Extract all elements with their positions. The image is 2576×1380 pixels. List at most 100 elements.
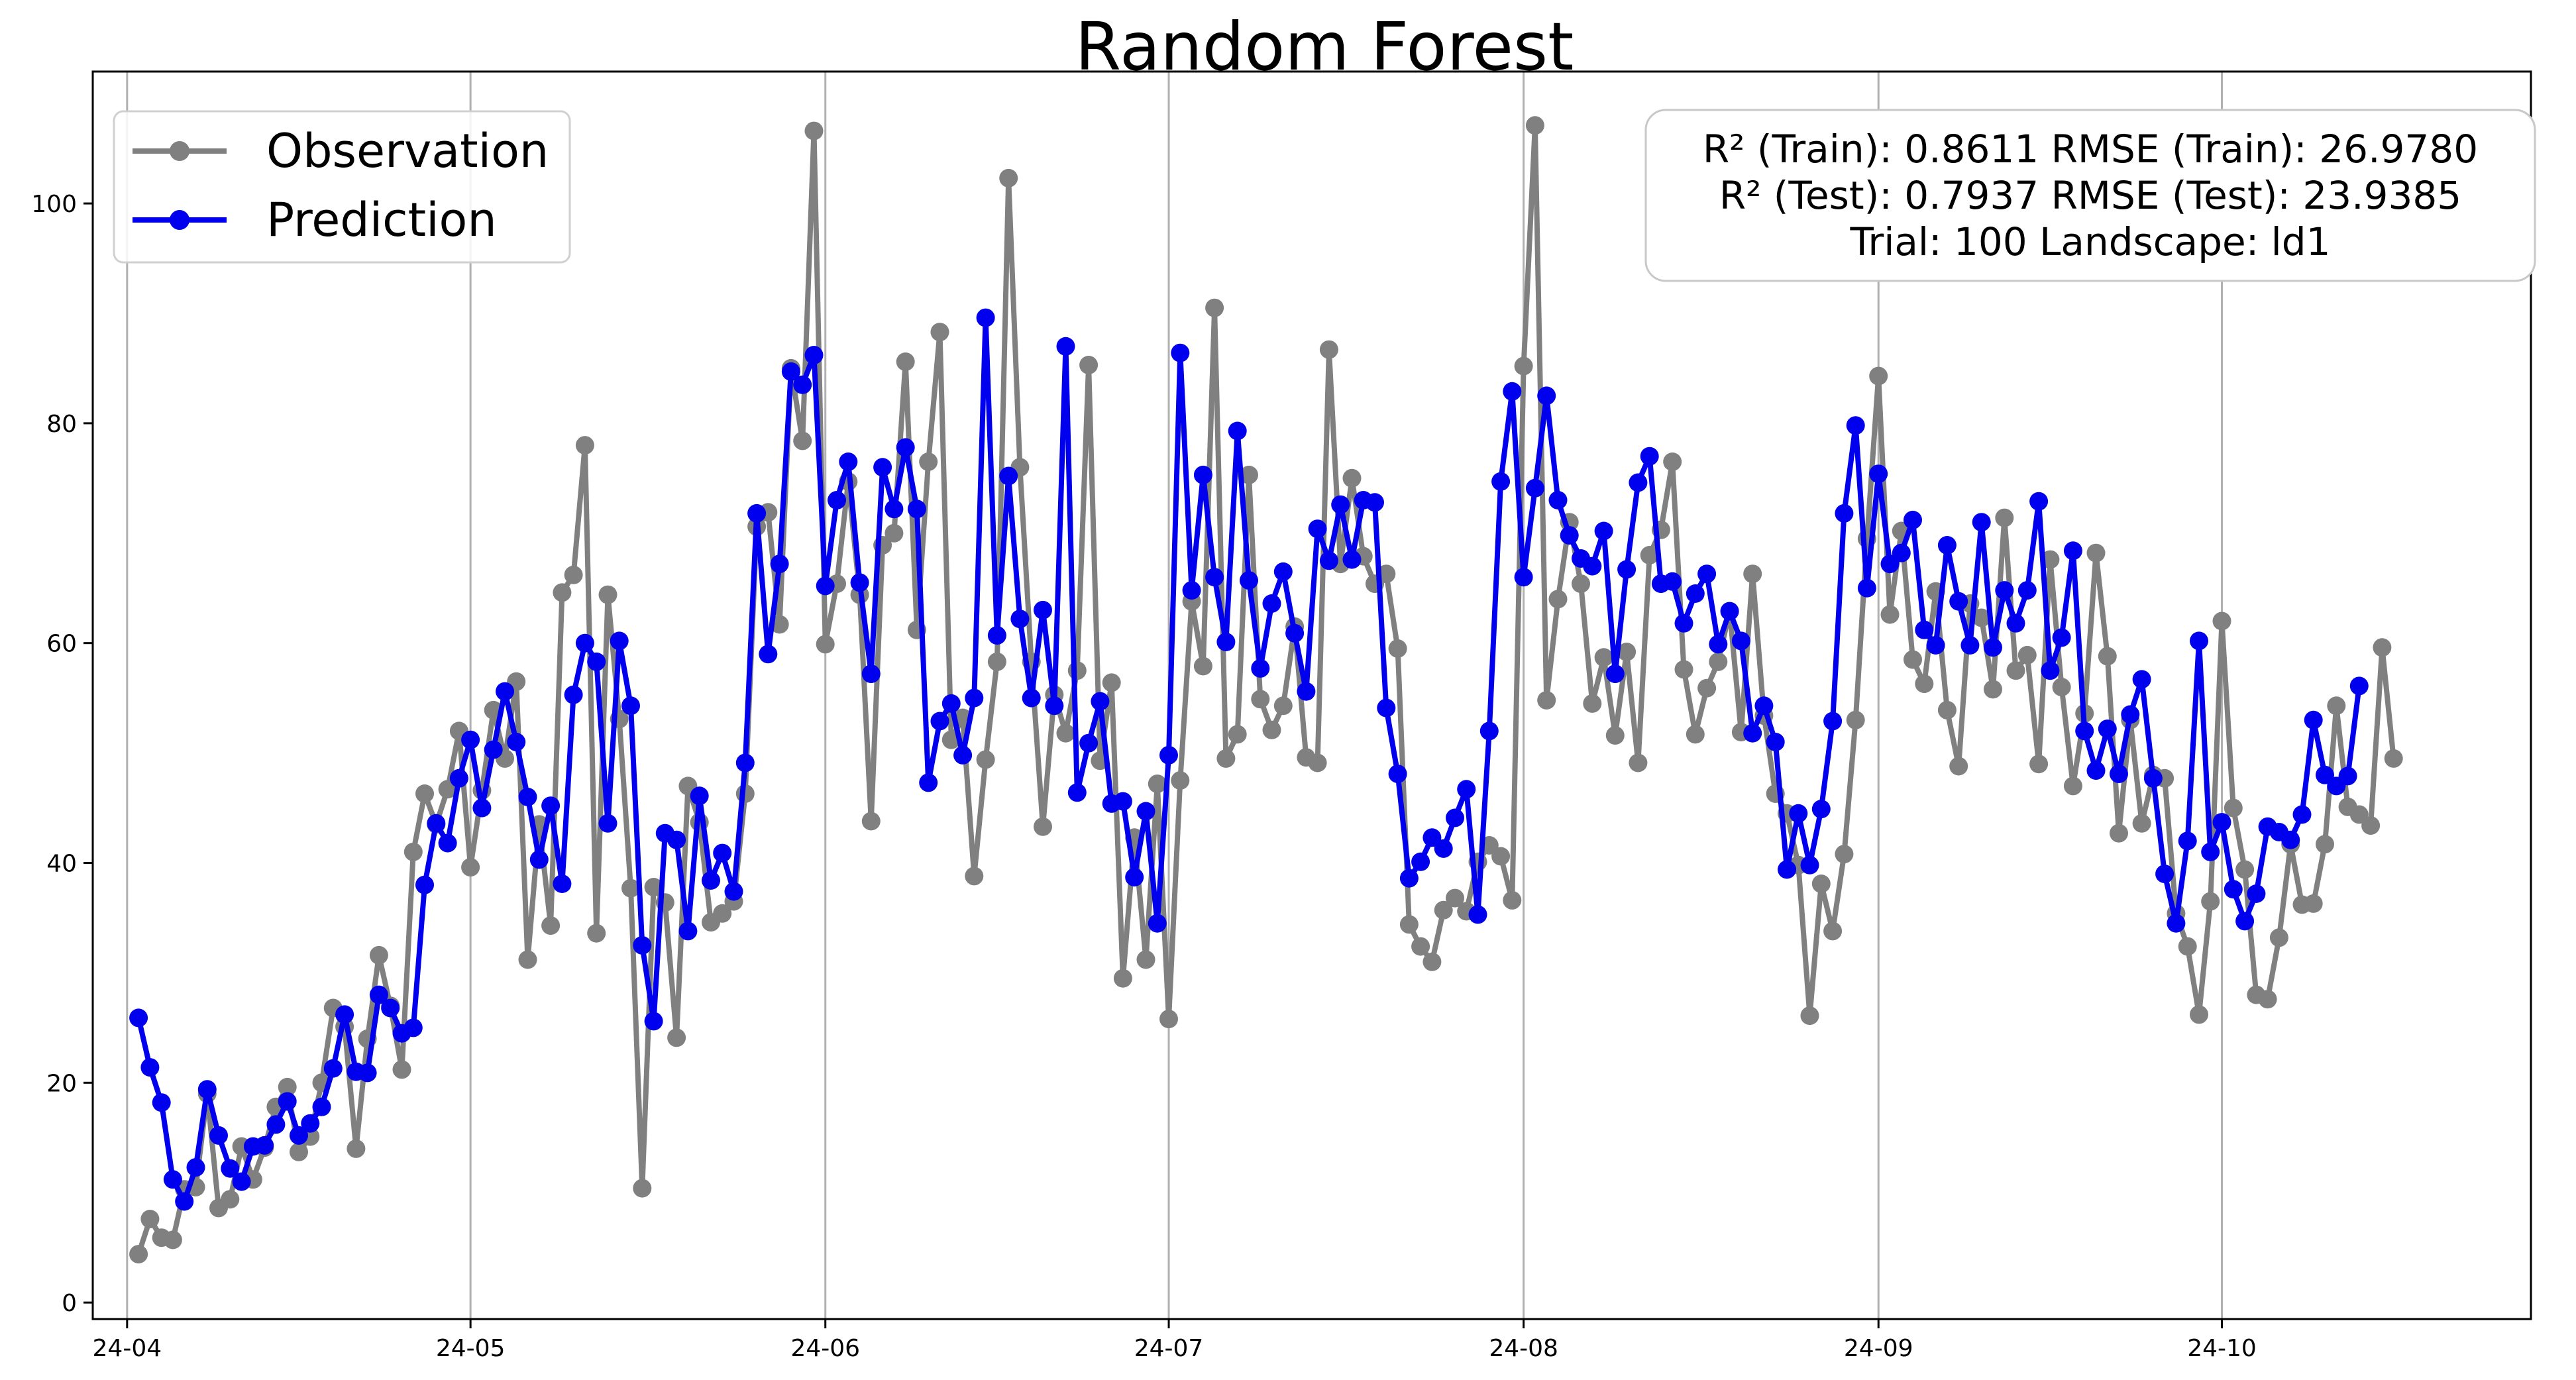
stats-line-train: R² (Train): 0.8611 RMSE (Train): 26.9780	[1703, 127, 2478, 172]
data-point-prediction	[690, 786, 709, 806]
data-point-observation	[1835, 845, 1854, 864]
data-point-prediction	[1010, 610, 1030, 629]
data-point-observation	[1709, 652, 1728, 671]
data-point-prediction	[1285, 623, 1305, 643]
data-point-prediction	[1240, 571, 1258, 590]
data-point-prediction	[1972, 513, 1991, 532]
data-point-observation	[1159, 1010, 1178, 1029]
data-point-prediction	[1811, 800, 1831, 819]
data-point-prediction	[816, 576, 835, 596]
stats-line-test: R² (Test): 0.7937 RMSE (Test): 23.9385	[1719, 173, 2461, 218]
data-point-prediction	[129, 1008, 148, 1028]
data-point-prediction	[232, 1172, 251, 1191]
data-point-prediction	[1411, 852, 1430, 871]
data-point-prediction	[930, 712, 949, 731]
data-point-prediction	[2143, 769, 2163, 788]
data-point-observation	[1743, 564, 1762, 584]
data-point-observation	[2052, 678, 2071, 697]
data-point-prediction	[2121, 705, 2140, 724]
data-point-observation	[1273, 696, 1293, 716]
data-point-observation	[2190, 1005, 2208, 1024]
data-point-prediction	[2224, 880, 2243, 899]
data-point-prediction	[1297, 682, 1316, 701]
data-point-prediction	[770, 555, 789, 574]
data-point-prediction	[1926, 636, 1945, 655]
data-point-observation	[1034, 817, 1052, 836]
data-point-observation	[987, 652, 1006, 671]
data-point-observation	[1079, 356, 1099, 374]
data-point-observation	[1537, 691, 1556, 710]
data-point-prediction	[2110, 765, 2128, 784]
data-point-observation	[816, 635, 835, 654]
data-point-prediction	[415, 875, 434, 894]
data-point-prediction	[987, 626, 1006, 645]
data-point-prediction	[2201, 842, 2220, 861]
data-point-observation	[1640, 546, 1659, 564]
data-point-prediction	[496, 682, 514, 701]
data-point-observation	[1193, 657, 1212, 676]
data-point-observation	[930, 323, 949, 342]
data-point-observation	[2110, 823, 2128, 843]
y-tick-label: 0	[62, 1290, 77, 1317]
data-point-observation	[2017, 645, 2037, 664]
data-point-observation	[1674, 660, 1693, 679]
data-point-prediction	[278, 1092, 297, 1111]
data-point-observation	[438, 780, 457, 799]
data-point-prediction	[175, 1192, 194, 1211]
data-point-observation	[1880, 605, 1900, 624]
data-point-observation	[2327, 696, 2346, 716]
data-point-observation	[1056, 723, 1075, 743]
data-point-prediction	[713, 843, 732, 863]
data-point-prediction	[1605, 664, 1625, 684]
data-point-prediction	[1377, 698, 1396, 717]
data-point-prediction	[919, 773, 938, 792]
data-point-observation	[976, 750, 995, 769]
data-point-prediction	[1789, 804, 1808, 823]
data-point-observation	[1514, 356, 1533, 376]
data-point-prediction	[564, 685, 583, 704]
data-point-observation	[919, 452, 938, 471]
data-point-observation	[1583, 694, 1602, 713]
data-point-prediction	[976, 308, 995, 327]
data-point-prediction	[850, 573, 869, 592]
data-point-prediction	[209, 1126, 228, 1145]
data-point-prediction	[2167, 914, 2186, 933]
data-point-prediction	[1125, 868, 1144, 887]
data-point-observation	[1342, 468, 1362, 488]
data-point-observation	[667, 1028, 686, 1047]
data-point-prediction	[2247, 884, 2266, 903]
data-point-prediction	[2178, 831, 2197, 851]
legend: Observation Prediction	[113, 110, 571, 264]
data-point-observation	[2086, 543, 2106, 562]
data-point-prediction	[678, 922, 698, 941]
data-point-observation	[415, 784, 434, 803]
data-point-prediction	[553, 875, 572, 893]
data-point-prediction	[1754, 696, 1774, 716]
data-point-prediction	[1045, 696, 1064, 716]
data-point-prediction	[1457, 780, 1476, 799]
data-point-prediction	[781, 362, 800, 381]
data-point-prediction	[1434, 839, 1453, 858]
data-point-observation	[575, 436, 594, 455]
data-point-observation	[2373, 638, 2392, 657]
data-point-observation	[1663, 452, 1682, 471]
data-point-prediction	[461, 730, 480, 749]
data-point-prediction	[1331, 495, 1350, 514]
plot-series	[129, 116, 2403, 1264]
data-point-prediction	[2235, 912, 2255, 931]
data-point-prediction	[1892, 543, 1911, 562]
data-point-prediction	[2212, 813, 2231, 832]
data-point-prediction	[1446, 808, 1464, 827]
x-tick-label: 24-04	[93, 1335, 162, 1362]
data-point-observation	[1686, 725, 1705, 744]
data-point-observation	[2384, 749, 2403, 768]
data-point-observation	[1915, 674, 1934, 694]
data-point-prediction	[1594, 521, 1613, 541]
y-tick-label: 100	[31, 191, 77, 218]
data-point-observation	[1995, 508, 2014, 527]
data-point-prediction	[358, 1063, 377, 1083]
data-point-prediction	[1617, 560, 1637, 579]
data-point-prediction	[266, 1115, 286, 1134]
data-point-prediction	[2349, 676, 2369, 696]
